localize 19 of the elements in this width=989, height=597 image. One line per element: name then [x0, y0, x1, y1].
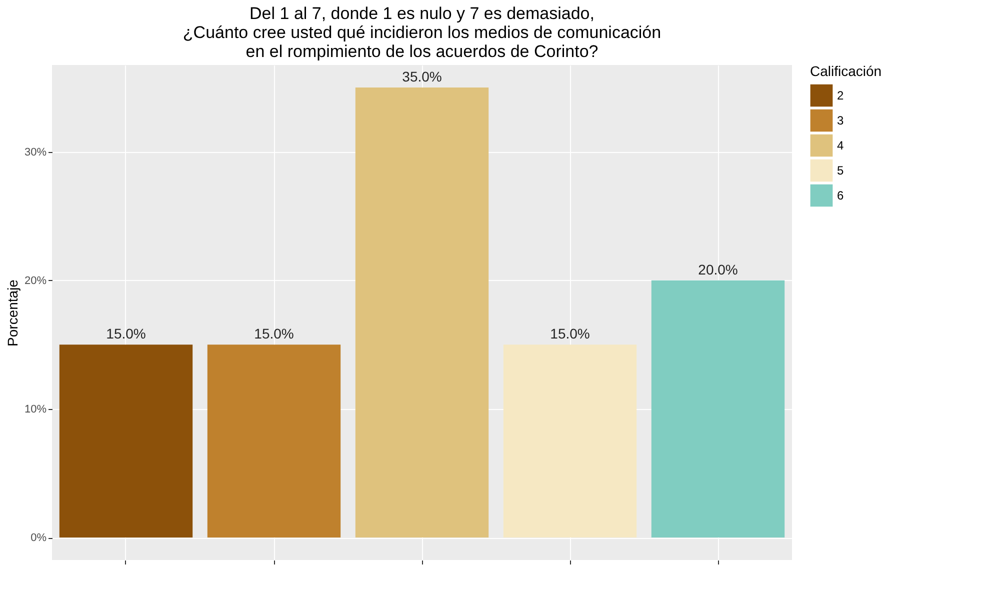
y-tick-label: 30% — [24, 146, 47, 158]
data-label: 15.0% — [106, 326, 146, 342]
y-axis-title: Porcentaje — [4, 279, 20, 346]
y-tick-label: 0% — [30, 532, 47, 544]
legend-label: 4 — [837, 138, 844, 152]
text: en el rompimiento de los acuerdos de Corinto? — [246, 42, 598, 61]
legend-label: 3 — [837, 114, 844, 128]
text: Del 1 al 7, donde 1 es nulo y 7 es demasiado, — [250, 4, 594, 23]
data-label: 20.0% — [698, 261, 738, 278]
legend-label: 6 — [837, 188, 844, 202]
data-label: 15.0% — [254, 326, 294, 342]
data-label: 35.0% — [402, 68, 442, 84]
y-tick-label: 20% — [24, 274, 47, 287]
y-tick-label: 10% — [24, 403, 47, 416]
legend-title: Calificación — [810, 63, 882, 79]
data-label: 15.0% — [550, 326, 590, 342]
legend-label: 2 — [837, 88, 844, 102]
text: ¿Cuánto cree usted qué incidieron los medios de comunicación — [182, 23, 662, 42]
legend-label: 5 — [837, 164, 844, 178]
